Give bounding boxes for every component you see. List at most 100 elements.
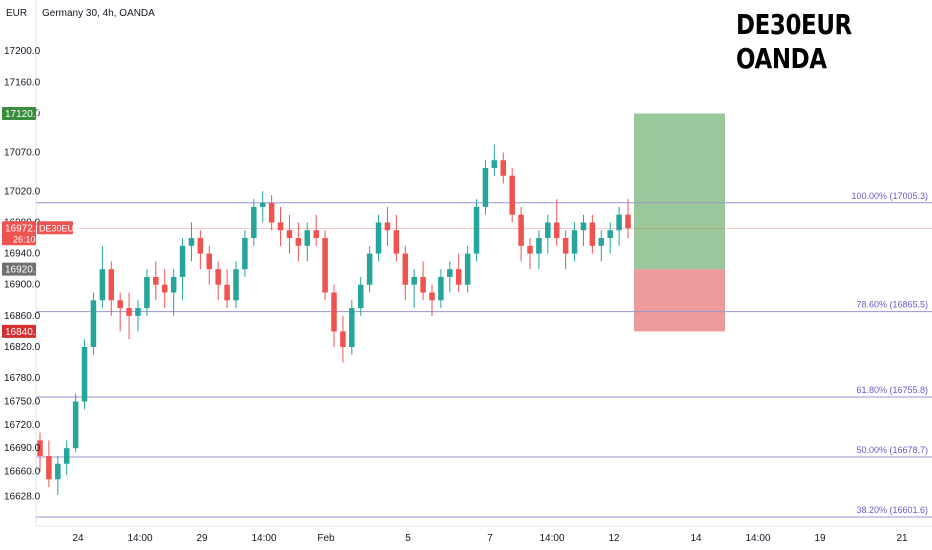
price-tick-label: 16900.0	[4, 280, 41, 291]
candle	[411, 269, 417, 309]
candle	[571, 222, 578, 262]
candle-body	[473, 206, 480, 254]
candle	[420, 261, 426, 301]
price-tick-label: 16660.0	[4, 467, 41, 478]
time-tick-label: 14:00	[251, 533, 276, 544]
price-tick-label: 17020.0	[4, 186, 41, 197]
candle-body	[625, 214, 631, 229]
candle	[366, 245, 373, 293]
price-tick-label: 16860.0	[4, 311, 41, 322]
candle-body	[286, 230, 293, 239]
candle-body	[46, 455, 52, 480]
entry-price-badge-bg	[2, 262, 36, 276]
candle-body	[491, 160, 498, 168]
candle-body	[357, 284, 364, 309]
candle	[375, 214, 382, 262]
candle-body	[562, 238, 569, 254]
candle-body	[375, 222, 382, 254]
candle	[607, 222, 613, 254]
time-axis[interactable]: 24 14:00 29 14:00 Feb 5 7 14:00 12 14 14:00 19 21	[36, 525, 932, 544]
price-tick-label: 16750.0	[4, 396, 41, 407]
candle	[108, 261, 115, 316]
candle	[224, 269, 230, 309]
price-tick-label: 17070.0	[4, 147, 41, 158]
candle	[144, 269, 150, 316]
price-tick-label: 16720.0	[4, 420, 41, 431]
candle-body	[295, 238, 302, 246]
fib-label: 61.80% (16755.8)	[856, 385, 928, 395]
candle	[286, 214, 293, 254]
candle-body	[429, 292, 435, 301]
candle-body	[616, 214, 622, 231]
price-tick-label: 16628.0	[4, 491, 41, 502]
candle-body	[277, 222, 284, 231]
candle	[295, 222, 302, 262]
time-tick-label: 14	[690, 533, 702, 544]
candle-body	[518, 214, 524, 246]
time-tick-label: Feb	[317, 533, 335, 544]
price-tick-label: 17200.0	[4, 46, 41, 57]
candle-body	[268, 203, 275, 223]
candle	[331, 284, 337, 347]
candle	[277, 206, 284, 246]
candle-body	[90, 300, 97, 347]
candle	[304, 222, 311, 262]
candle-body	[161, 284, 168, 293]
candle-body	[455, 269, 462, 285]
candle-body	[259, 203, 266, 207]
candle	[357, 276, 364, 316]
candle-body	[607, 230, 613, 239]
candle-body	[233, 269, 239, 301]
target-zone	[634, 113, 725, 270]
candle	[527, 238, 533, 270]
stop-price-badge-label: 16840.0	[5, 327, 42, 338]
price-tick-label: 17160.0	[4, 77, 41, 88]
candle-body	[571, 230, 578, 254]
candle	[589, 214, 596, 254]
candle-body	[81, 346, 88, 402]
stop-zone	[634, 269, 725, 332]
time-tick-label: 7	[487, 533, 493, 544]
candle	[518, 206, 524, 262]
candle-body	[126, 308, 132, 316]
candle	[473, 199, 480, 262]
candle	[242, 230, 248, 277]
candle	[438, 269, 444, 309]
candle-body	[197, 238, 204, 254]
candle-body	[135, 308, 141, 316]
candle-body	[545, 222, 551, 239]
time-tick-label: 29	[196, 533, 208, 544]
target-price-badge-label: 17120.0	[5, 109, 42, 120]
candle-body	[366, 253, 373, 285]
broker-name: OANDA	[736, 42, 827, 75]
candle-body	[384, 222, 391, 231]
candle	[349, 300, 355, 355]
time-tick-label: 19	[814, 533, 826, 544]
candle	[37, 432, 43, 472]
candle	[170, 269, 177, 316]
candle	[46, 440, 52, 488]
candle-body	[589, 222, 596, 246]
candle	[188, 222, 195, 262]
candle-body	[215, 269, 221, 285]
candle	[491, 144, 498, 176]
candle	[90, 292, 97, 355]
candle-body	[509, 175, 515, 215]
candle-body	[144, 276, 150, 309]
candle-body	[598, 238, 605, 246]
candle	[384, 206, 391, 246]
candle-body	[553, 222, 560, 239]
current-price-label: 16972.5	[5, 223, 42, 234]
candle-body	[108, 269, 115, 301]
series-info: Germany 30, 4h, OANDA	[42, 8, 155, 19]
candle-body	[251, 206, 257, 239]
candle	[268, 195, 275, 231]
candle-body	[117, 300, 123, 309]
candle	[126, 292, 132, 340]
candle-body	[99, 269, 106, 301]
price-tick-label: 16690.0	[4, 443, 41, 454]
candle-body	[188, 238, 195, 246]
candle	[340, 315, 346, 363]
